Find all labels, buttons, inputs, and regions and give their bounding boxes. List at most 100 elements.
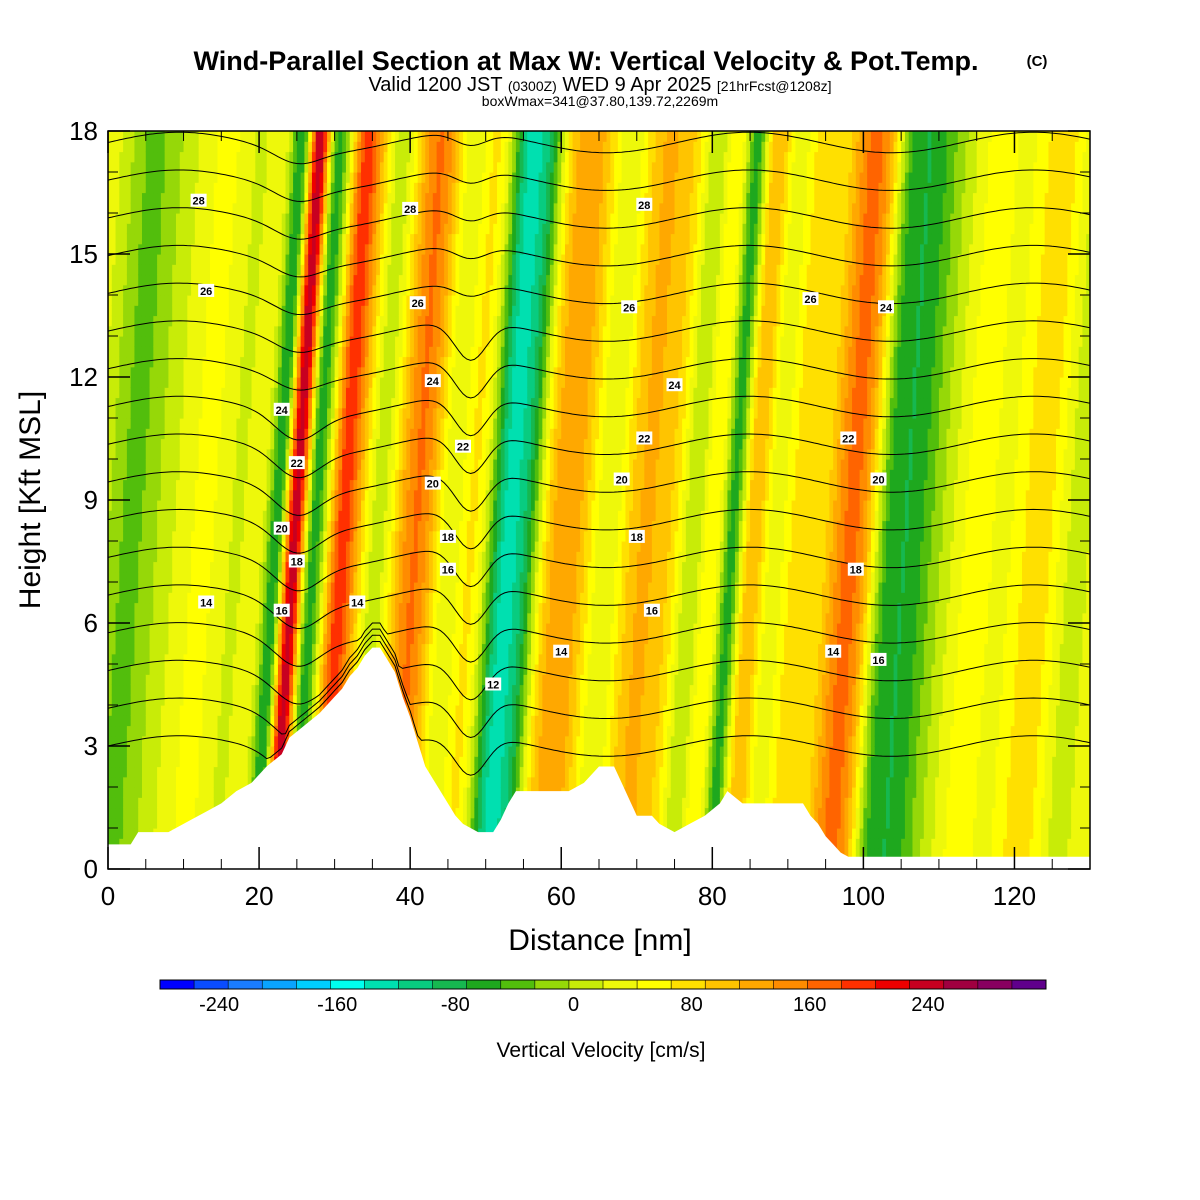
field-cell [126,325,132,337]
field-cell [194,520,200,532]
field-cell [149,756,154,768]
field-cell [277,633,283,645]
field-cell [289,705,294,716]
field-cell [202,213,207,224]
field-cell [160,336,166,347]
field-cell [270,674,275,686]
field-cell [198,325,204,337]
field-cell [153,325,158,337]
field-cell [160,489,166,501]
field-cell [240,336,245,347]
field-cell [141,202,147,214]
field-cell [319,571,324,583]
field-cell [119,479,124,491]
field-cell [157,448,162,460]
field-cell [191,151,196,163]
field-cell [183,643,188,655]
field-cell [149,407,154,419]
field-cell [327,623,332,634]
field-cell [141,151,147,163]
field-cell [236,520,241,532]
field-cell [183,735,188,747]
field-cell [259,489,264,501]
field-cell [296,387,302,399]
field-cell [209,315,215,327]
field-cell [361,295,366,306]
field-cell [349,315,355,327]
field-cell [145,674,151,686]
field-cell [364,233,370,245]
field-cell [353,387,358,399]
field-cell [183,418,188,429]
field-cell [213,479,219,491]
field-cell [251,254,256,265]
field-cell [364,438,370,450]
field-cell [134,397,139,409]
field-cell [232,161,238,173]
field-cell [338,254,343,265]
field-cell [259,407,264,419]
field-cell [353,295,358,306]
field-cell [108,141,113,153]
field-cell [293,469,298,481]
field-cell [111,479,117,491]
field-cell [164,243,170,255]
field-cell [134,571,139,583]
field-cell [285,530,290,542]
field-cell [293,223,298,235]
field-cell [157,407,162,419]
field-cell [126,407,132,419]
field-cell [157,623,162,634]
field-cell [172,141,177,153]
field-cell [243,776,249,788]
field-cell [213,664,219,675]
field-cell [315,407,321,419]
field-cell [111,520,117,532]
field-cell [274,305,279,317]
field-cell [323,233,328,245]
field-cell [126,561,132,573]
field-cell [217,172,222,183]
field-cell [266,520,272,532]
field-cell [236,274,241,286]
field-cell [304,664,309,675]
field-cell [274,653,279,665]
field-cell [353,500,358,511]
field-cell [281,438,287,450]
field-cell [206,459,211,470]
field-cell [123,366,128,378]
field-cell [311,346,317,358]
field-cell [138,274,143,286]
field-cell [172,151,177,163]
field-cell [270,295,275,306]
field-cell [119,223,124,235]
field-cell [149,797,154,809]
field-cell [172,592,177,604]
field-cell [353,428,358,440]
field-cell [255,725,260,737]
field-cell [361,397,366,409]
field-cell [327,141,332,153]
field-cell [108,592,113,604]
field-cell [338,141,343,153]
field-cell [138,807,143,819]
field-cell [342,438,347,450]
field-cell [300,407,305,419]
field-cell [164,561,170,573]
field-cell [285,735,290,747]
field-cell [247,571,253,583]
field-cell [183,407,188,419]
field-cell [202,428,207,440]
field-cell [304,131,309,142]
field-cell [221,233,226,245]
field-cell [225,489,230,501]
field-cell [285,479,290,491]
field-cell [262,592,268,604]
field-cell [308,479,313,491]
field-cell [179,746,185,757]
field-cell [353,612,358,624]
field-cell [175,254,181,265]
field-cell [293,407,298,419]
field-cell [179,274,185,286]
field-cell [304,418,309,429]
